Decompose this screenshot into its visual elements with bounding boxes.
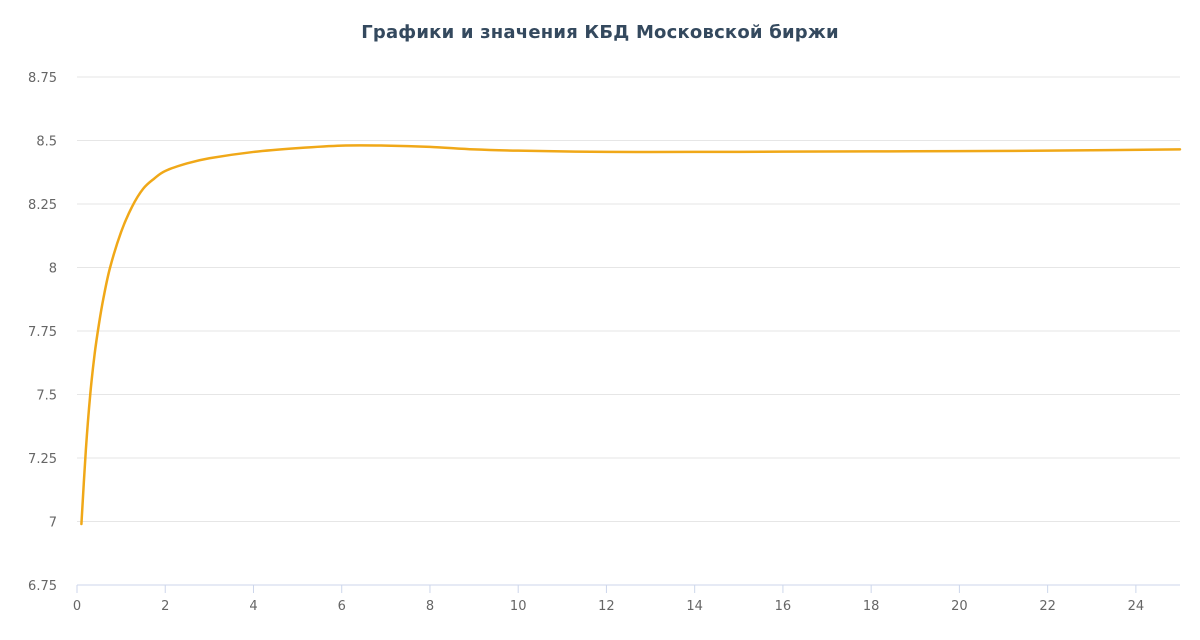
x-tick-label: 6 (338, 599, 346, 614)
x-tick-label: 4 (249, 599, 257, 614)
y-tick-label: 7.75 (28, 325, 57, 340)
y-tick-label: 6.75 (28, 579, 57, 594)
x-tick-label: 8 (426, 599, 434, 614)
x-tick-label: 24 (1128, 599, 1145, 614)
y-tick-label: 7 (49, 516, 57, 531)
x-tick-label: 16 (775, 599, 792, 614)
series-layer (80, 144, 1182, 526)
grid-lines (77, 76, 1180, 522)
x-tick-label: 10 (510, 599, 527, 614)
x-tick-label: 20 (951, 599, 968, 614)
x-axis-labels: 0 2 4 6 8 10 12 14 16 18 20 22 24 (73, 599, 1144, 614)
x-tick-label: 14 (686, 599, 703, 614)
x-axis (76, 584, 1180, 593)
chart-title: Графики и значения КБД Московской биржи (361, 22, 839, 43)
x-tick-label: 12 (598, 599, 615, 614)
y-tick-label: 7.5 (36, 389, 57, 404)
series-line[interactable] (80, 144, 1182, 526)
y-tick-label: 7.25 (28, 452, 57, 467)
y-tick-label: 8.75 (28, 71, 57, 86)
y-tick-label: 8.25 (28, 198, 57, 213)
x-tick-label: 18 (863, 599, 880, 614)
y-tick-label: 8 (49, 262, 57, 277)
x-tick-label: 0 (73, 599, 81, 614)
x-tick-label: 2 (161, 599, 169, 614)
x-tick-label: 22 (1039, 599, 1056, 614)
y-tick-label: 8.5 (36, 135, 57, 150)
y-axis-labels: 6.75 7 7.25 7.5 7.75 8 8.25 8.5 8.75 (28, 71, 57, 594)
